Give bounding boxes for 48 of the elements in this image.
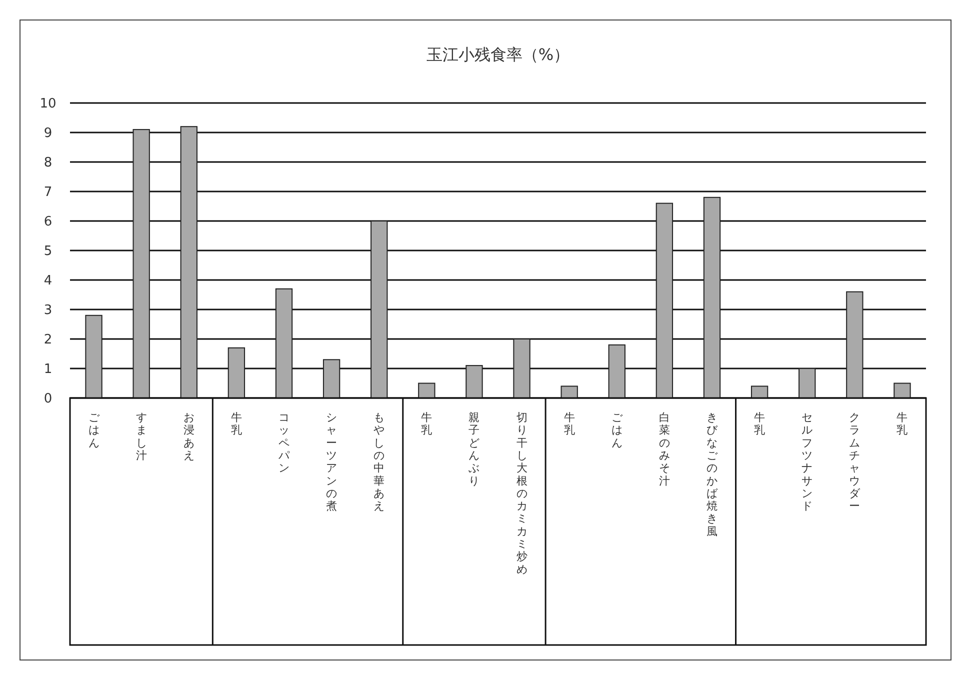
- y-tick-label: 6: [44, 214, 52, 230]
- bar: [132, 129, 150, 398]
- bar: [85, 314, 102, 398]
- x-tick-label: セルフツナサンド: [802, 411, 813, 513]
- x-tick-label: すまし汁: [136, 411, 147, 462]
- y-tick-label: 2: [44, 332, 52, 348]
- y-tick-label: 3: [44, 303, 52, 318]
- y-tick-label: 5: [44, 244, 52, 260]
- y-tick-label: 8: [44, 156, 52, 171]
- y-tick-label: 0: [44, 392, 52, 407]
- category-label: 切り干し大根のカミカミ炒め: [516, 411, 528, 576]
- bar: [560, 386, 578, 398]
- bar: [466, 365, 483, 398]
- bar: [894, 382, 911, 398]
- x-tick-label: 白菜のみそ汁: [658, 411, 670, 488]
- bar: [513, 338, 530, 398]
- bar: [418, 382, 436, 398]
- bar: [275, 288, 293, 398]
- bar: [703, 196, 721, 398]
- x-tick-label: ごはん: [611, 411, 624, 450]
- bar: [322, 359, 340, 398]
- x-tick-label: お浸あえ: [183, 411, 194, 462]
- bar: [180, 126, 198, 398]
- bar: [370, 220, 388, 398]
- x-tick-label: もやしの中華あえ: [374, 411, 385, 513]
- x-tick-label: クラムチャウダー: [849, 411, 862, 513]
- bar: [228, 347, 246, 398]
- x-tick-label: シャーツアンの煮: [326, 411, 338, 513]
- x-tick-label: 牛乳: [564, 411, 575, 437]
- bar: [656, 202, 674, 398]
- x-tick-label: 牛乳: [230, 411, 242, 437]
- bar: [798, 368, 816, 398]
- bar: [846, 291, 864, 398]
- x-tick-label: 牛乳: [754, 411, 766, 437]
- x-tick-label: 親子どんぶり: [468, 411, 480, 488]
- category-label: きびなごのかば焼き風: [706, 411, 718, 538]
- y-tick-label: 7: [44, 185, 52, 200]
- bar: [750, 386, 768, 398]
- bar: [608, 344, 626, 398]
- chart-title: 玉江小残食率（%）: [426, 45, 570, 64]
- x-tick-label: ごはん: [88, 411, 100, 450]
- x-tick-label: コッペパン: [278, 411, 290, 475]
- y-tick-label: 9: [44, 126, 52, 142]
- x-tick-label: 牛乳: [896, 411, 908, 437]
- y-tick-label: 4: [44, 274, 52, 289]
- x-tick-label: 牛乳: [421, 411, 432, 437]
- y-tick-label: 1: [44, 362, 52, 378]
- y-tick-label: 10: [40, 96, 56, 112]
